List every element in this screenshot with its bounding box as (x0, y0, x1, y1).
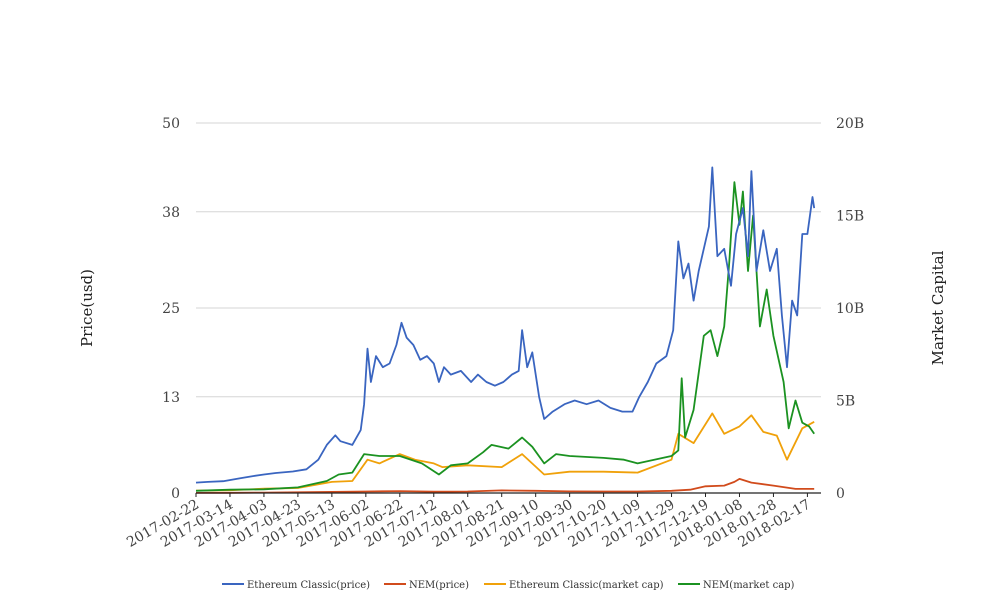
right-axis-title: Market Capital (929, 250, 947, 365)
left-tick-label: 50 (162, 116, 180, 132)
legend-item: Ethereum Classic(market cap) (484, 580, 664, 591)
right-tick-label: 5B (836, 394, 855, 410)
left-tick-label: 25 (162, 301, 180, 317)
legend-label: NEM(market cap) (703, 580, 795, 591)
legend-item: NEM(price) (384, 580, 469, 591)
left-tick-label: 38 (162, 205, 180, 221)
left-y-axis: 0 13 25 38 50 (162, 116, 180, 502)
right-tick-label: 20B (836, 116, 864, 132)
left-tick-label: 13 (162, 390, 180, 406)
right-tick-label: 0 (836, 486, 845, 502)
legend-label: Ethereum Classic(price) (247, 580, 370, 591)
series-line-0 (195, 166, 816, 484)
legend-item: NEM(market cap) (678, 580, 795, 591)
x-axis: 2017-02-222017-03-142017-04-032017-04-23… (124, 493, 813, 551)
series-line-2 (195, 412, 815, 492)
series-line-1 (195, 477, 815, 494)
right-y-axis: 0 5B 10B 15B 20B (836, 116, 864, 502)
legend-label: NEM(price) (409, 580, 469, 591)
right-tick-label: 10B (836, 301, 864, 317)
legend-label: Ethereum Classic(market cap) (509, 580, 664, 591)
left-tick-label: 0 (171, 486, 180, 502)
right-tick-label: 15B (836, 209, 864, 225)
grid-layer (196, 122, 821, 398)
legend-item: Ethereum Classic(price) (222, 580, 370, 591)
legend: Ethereum Classic(price) NEM(price) Ethereu… (222, 580, 795, 591)
series-layer (195, 166, 816, 494)
series-line-3 (195, 181, 815, 492)
left-axis-title: Price(usd) (78, 269, 96, 347)
